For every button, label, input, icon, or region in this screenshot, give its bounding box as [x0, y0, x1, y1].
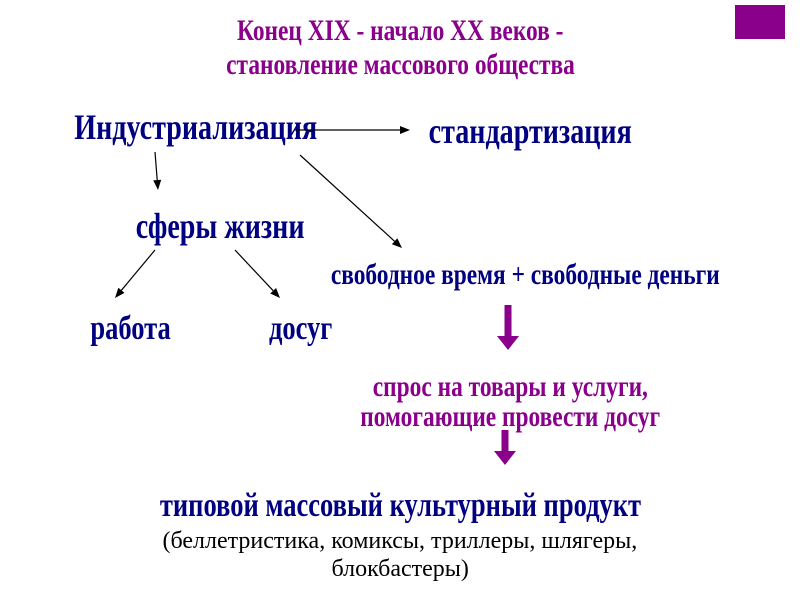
examples-line-2: блокбастеры)	[332, 556, 469, 583]
node-leisure: досуг	[268, 310, 331, 348]
title-line-2: становление массового общества	[226, 48, 575, 82]
node-demand-line-2: помогающие провести досуг	[360, 400, 660, 434]
node-spheres: сферы жизни	[136, 205, 305, 247]
slide: Конец XIX - начало XX веков - становлени…	[0, 0, 800, 600]
node-industrialization: Индустриализация	[74, 106, 317, 148]
node-product: типовой массовый культурный продукт	[159, 487, 640, 525]
node-free-time-money: свободное время + свободные деньги	[330, 258, 719, 292]
examples-line-1: (беллетристика, комиксы, триллеры, шляге…	[163, 528, 638, 555]
title-line-1: Конец XIX - начало XX веков -	[237, 14, 563, 48]
node-demand-line-1: спрос на товары и услуги,	[372, 370, 647, 404]
corner-accent	[735, 5, 785, 39]
node-work: работа	[90, 310, 170, 348]
node-standardization: стандартизация	[429, 110, 632, 152]
